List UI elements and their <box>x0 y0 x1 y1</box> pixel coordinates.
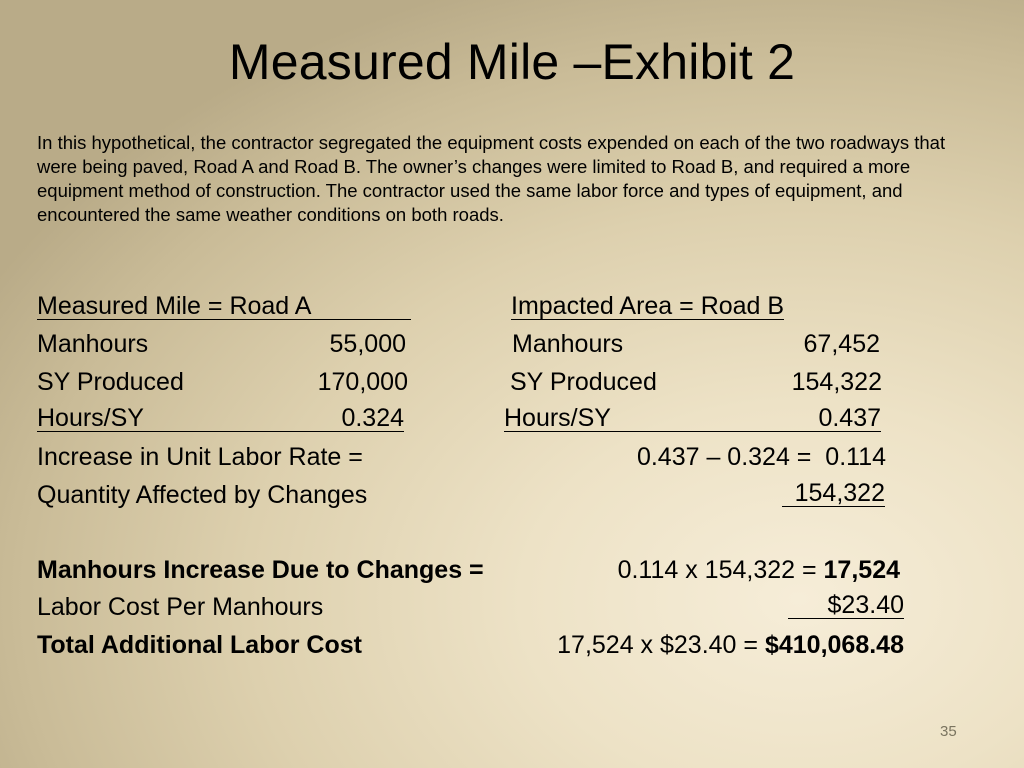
road-b-hours-sy-label: Hours/SY <box>504 404 611 432</box>
road-b-sy-value: 154,322 <box>791 368 882 396</box>
road-b-hours-sy-row: Hours/SY 0.437 <box>504 405 881 432</box>
labor-cost-label: Labor Cost Per Manhours <box>37 593 324 621</box>
road-a-sy-label: SY Produced <box>37 368 184 396</box>
road-a-hours-sy-row: Hours/SY 0.324 <box>37 405 404 432</box>
mh-increase-label: Manhours Increase Due to Changes = <box>37 556 484 584</box>
increase-expression: 0.437 – 0.324 = 0.114 <box>636 443 886 471</box>
impacted-area-header: Impacted Area = Road B <box>511 292 785 320</box>
road-a-manhours-value: 55,000 <box>329 330 406 358</box>
road-a-hours-sy-value: 0.324 <box>341 404 404 432</box>
page-number: 35 <box>940 723 957 740</box>
road-b-hours-sy-value: 0.437 <box>818 404 881 432</box>
total-label: Total Additional Labor Cost <box>37 631 362 659</box>
total-result: $410,068.48 <box>764 631 904 659</box>
measured-mile-header: Measured Mile = Road A <box>37 293 411 320</box>
slide-title: Measured Mile –Exhibit 2 <box>228 34 796 90</box>
quantity-label: Quantity Affected by Changes <box>37 481 368 509</box>
labor-cost-value: $23.40 <box>788 592 904 619</box>
total-expression: 17,524 x $23.40 = $410,068.48 <box>480 630 904 660</box>
increase-label: Increase in Unit Labor Rate = <box>37 443 363 471</box>
mh-increase-result: 17,524 <box>823 556 900 584</box>
road-b-manhours-value: 67,452 <box>803 330 880 358</box>
intro-paragraph: In this hypothetical, the contractor seg… <box>37 132 946 225</box>
road-b-sy-label: SY Produced <box>510 368 657 396</box>
road-a-sy-value: 170,000 <box>317 368 408 396</box>
road-a-hours-sy-label: Hours/SY <box>37 404 144 432</box>
mh-increase-expr-text: 0.114 x 154,322 = <box>617 556 817 584</box>
total-expr-text: 17,524 x $23.40 = <box>557 631 759 659</box>
road-a-manhours-label: Manhours <box>37 330 149 358</box>
quantity-value: 154,322 <box>782 480 885 507</box>
road-b-manhours-label: Manhours <box>512 330 624 358</box>
mh-increase-expression: 0.114 x 154,322 = 17,524 <box>560 555 900 585</box>
